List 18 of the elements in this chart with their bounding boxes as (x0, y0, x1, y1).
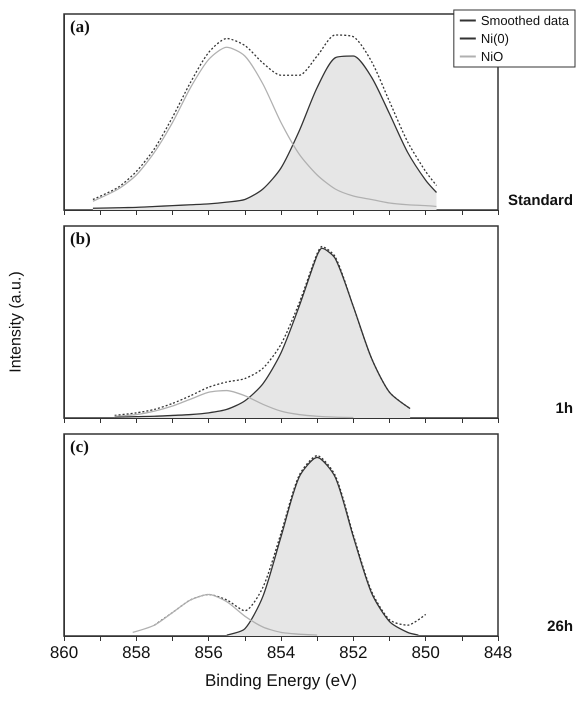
text: 1h (555, 400, 574, 417)
x-tick-label: 850 (411, 643, 440, 662)
text: 26h (547, 618, 574, 635)
text: Standard (508, 192, 574, 209)
legend-label: Ni(0) (480, 31, 509, 46)
y-axis-title: Intensity (a.u.) (8, 271, 24, 373)
x-axis-title: Binding Energy (eV) (204, 671, 358, 690)
annotation: (c) (70, 437, 89, 456)
x-tick-label: 852 (339, 643, 368, 662)
x-tick-label: 854 (266, 643, 296, 662)
x-tick-label: 856 (194, 643, 223, 662)
legend-label: Smoothed data (480, 13, 570, 28)
annotation: (b) (70, 229, 91, 248)
x-tick-label: 858 (122, 643, 151, 662)
annotation: (a) (70, 17, 90, 36)
x-tick-label: 848 (484, 643, 512, 662)
legend-label: NiO (480, 49, 504, 64)
x-tick-label: 860 (50, 643, 78, 662)
